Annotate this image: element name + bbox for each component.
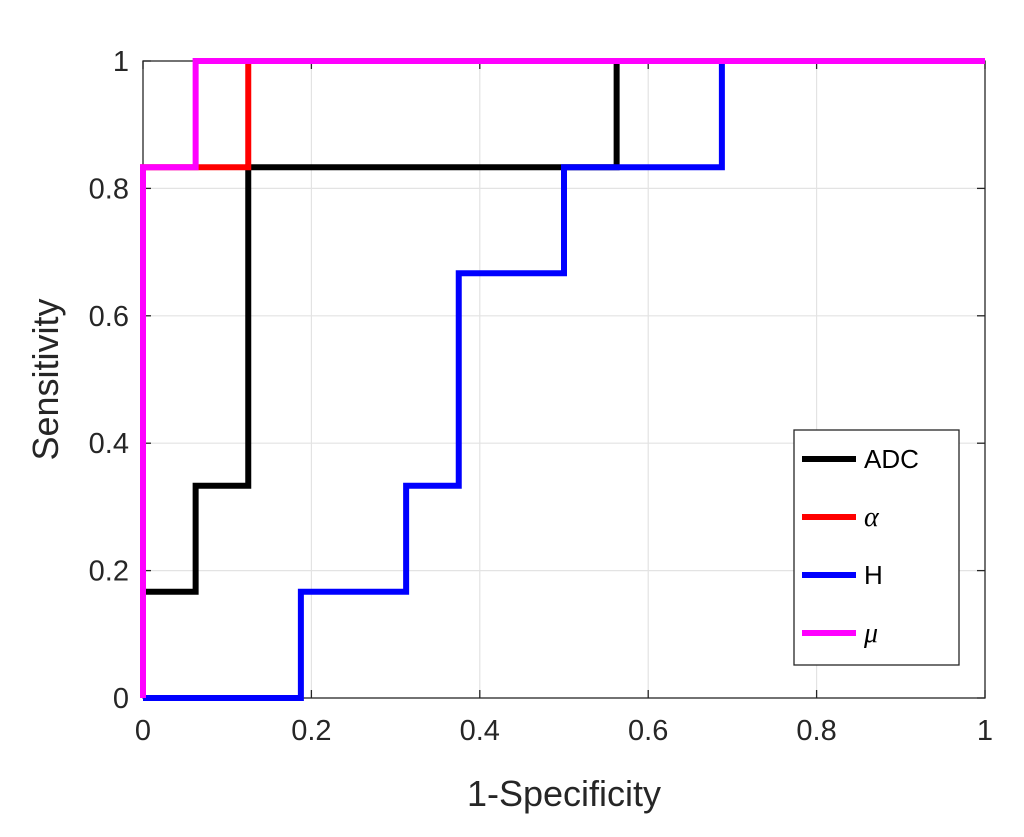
legend-label-h: H bbox=[864, 560, 883, 590]
x-tick-label: 0.6 bbox=[628, 715, 668, 747]
y-tick-label: 0.2 bbox=[89, 556, 129, 588]
legend-label-mu: μ bbox=[863, 618, 878, 649]
legend-label-adc: ADC bbox=[864, 444, 919, 474]
y-tick-label: 1 bbox=[113, 46, 129, 78]
x-tick-label: 0.4 bbox=[460, 715, 500, 747]
legend-box bbox=[793, 429, 960, 666]
series-group bbox=[140, 58, 985, 701]
series-line-h bbox=[143, 58, 985, 701]
x-tick-label: 1 bbox=[977, 715, 993, 747]
x-tick-label: 0 bbox=[135, 715, 151, 747]
y-tick-label: 0.6 bbox=[89, 301, 129, 333]
y-tick-label: 0.8 bbox=[89, 173, 129, 205]
legend: ADC αHμ bbox=[793, 429, 960, 666]
x-tick-label: 0.2 bbox=[291, 715, 331, 747]
legend-label-alpha: α bbox=[864, 502, 880, 533]
y-axis-title: Sensitivity bbox=[25, 298, 66, 460]
x-axis-title: 1-Specificity bbox=[467, 773, 661, 814]
x-tick-label: 0.8 bbox=[796, 715, 836, 747]
plot-area: 0 0.2 0.4 0.6 0.8 1 0 0.2 0.4 0.6 0.8 1 1-Specificit… bbox=[25, 46, 993, 814]
series-line-mu bbox=[140, 58, 985, 698]
series-line-adc bbox=[140, 58, 985, 698]
y-tick-label: 0.4 bbox=[89, 428, 129, 460]
y-tick-label: 0 bbox=[113, 683, 129, 715]
